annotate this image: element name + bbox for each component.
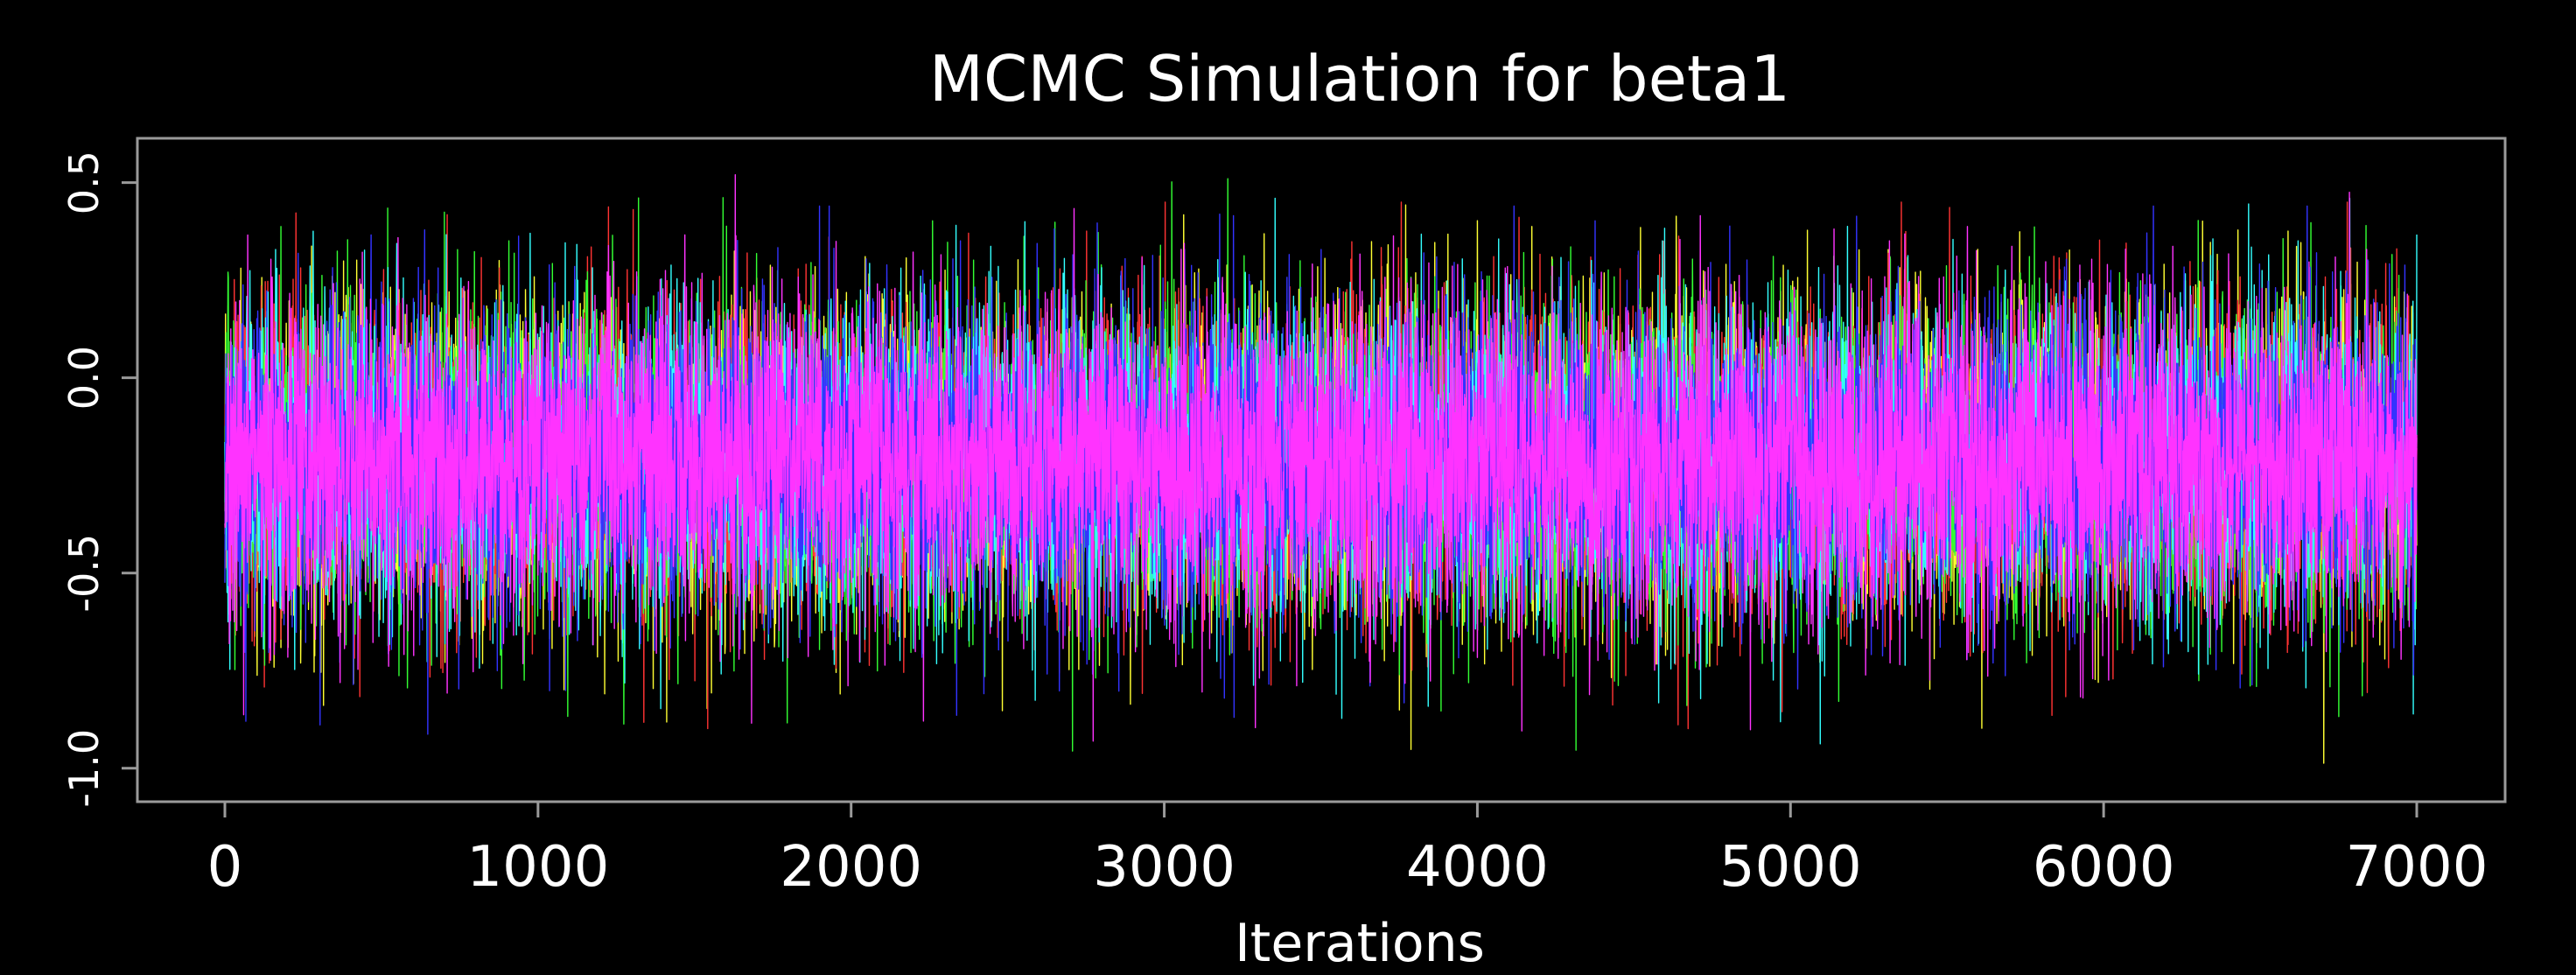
y-tick-label: 0.5: [60, 151, 108, 214]
y-tick-label: -1.0: [60, 729, 108, 808]
x-tick-label: 3000: [1093, 835, 1236, 900]
y-tick-label: 0.0: [60, 346, 108, 410]
x-axis-label: Iterations: [1235, 913, 1485, 974]
x-tick-label: 7000: [2346, 835, 2488, 900]
x-tick-label: 2000: [780, 835, 922, 900]
x-tick-label: 0: [207, 835, 243, 900]
x-axis: 0 1000 2000 3000 4000 5000 6000 7000: [207, 800, 2488, 900]
y-axis: -1.0 -0.5 0.0 0.5: [60, 151, 139, 808]
x-tick-label: 6000: [2033, 835, 2175, 900]
trace-chain-6: [224, 174, 2418, 742]
x-tick-label: 1000: [466, 835, 609, 900]
trace-lines: [224, 174, 2418, 764]
y-tick-label: -0.5: [60, 534, 108, 613]
x-tick-label: 5000: [1719, 835, 1862, 900]
x-tick-label: 4000: [1406, 835, 1549, 900]
chart-title: MCMC Simulation for beta1: [929, 42, 1790, 116]
